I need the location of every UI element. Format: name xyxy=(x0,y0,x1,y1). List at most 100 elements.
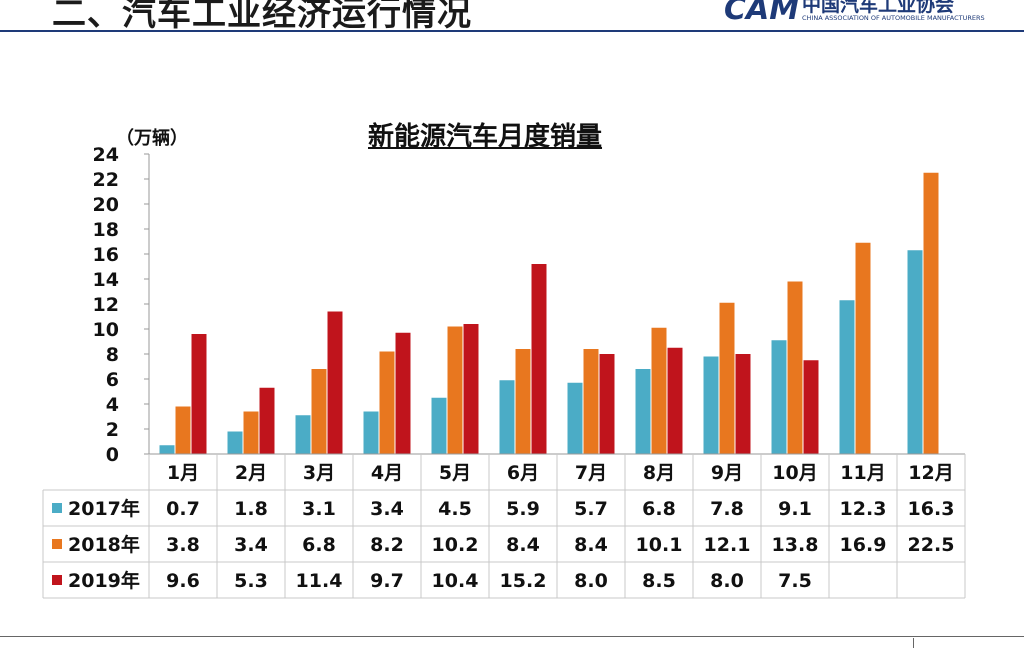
table-cell-2-11: 16.9 xyxy=(840,534,887,556)
y-tick-label: 20 xyxy=(93,194,119,216)
bar-3-4 xyxy=(395,332,411,454)
bar-1-11 xyxy=(839,300,855,454)
bar-2-6 xyxy=(515,349,531,454)
table-cell-1-12: 16.3 xyxy=(908,498,955,520)
bar-3-3 xyxy=(327,311,343,454)
y-tick-label: 24 xyxy=(93,144,119,166)
footer-separator xyxy=(913,638,914,648)
table-cell-3-7: 8.0 xyxy=(574,570,608,592)
bar-1-9 xyxy=(703,356,719,454)
y-axis-unit-label: （万辆） xyxy=(116,128,188,149)
y-tick-label: 2 xyxy=(106,419,119,441)
table-cell-3-3: 11.4 xyxy=(296,570,343,592)
bar-2-12 xyxy=(923,172,939,454)
x-tick-label-10: 10月 xyxy=(772,462,817,484)
table-cell-2-9: 12.1 xyxy=(704,534,751,556)
table-cell-2-8: 10.1 xyxy=(636,534,683,556)
bar-1-7 xyxy=(567,382,583,454)
legend-swatch-2 xyxy=(52,539,62,549)
bar-1-1 xyxy=(159,445,175,454)
footer-divider xyxy=(0,636,1024,637)
y-tick-label: 14 xyxy=(93,269,119,291)
table-cell-2-12: 22.5 xyxy=(908,534,955,556)
table-cell-3-1: 9.6 xyxy=(166,570,200,592)
bar-1-10 xyxy=(771,340,787,454)
bar-3-8 xyxy=(667,347,683,454)
x-tick-label-3: 3月 xyxy=(303,462,335,484)
bar-2-2 xyxy=(243,411,259,454)
legend-label-3: 2019年 xyxy=(68,569,140,592)
bar-3-5 xyxy=(463,324,479,454)
bar-2-4 xyxy=(379,351,395,454)
x-tick-label-1: 1月 xyxy=(167,462,199,484)
y-tick-label: 0 xyxy=(106,444,119,466)
bar-2-11 xyxy=(855,242,871,454)
table-cell-3-6: 15.2 xyxy=(500,570,547,592)
x-tick-label-6: 6月 xyxy=(507,462,539,484)
table-cell-3-9: 8.0 xyxy=(710,570,744,592)
table-cell-1-2: 1.8 xyxy=(234,498,268,520)
table-cell-1-6: 5.9 xyxy=(506,498,540,520)
bar-3-2 xyxy=(259,387,275,454)
bar-1-6 xyxy=(499,380,515,454)
x-tick-label-12: 12月 xyxy=(908,462,953,484)
table-cell-1-8: 6.8 xyxy=(642,498,676,520)
table-cell-2-7: 8.4 xyxy=(574,534,608,556)
bar-1-5 xyxy=(431,397,447,454)
y-tick-label: 22 xyxy=(93,169,119,191)
x-tick-label-4: 4月 xyxy=(371,462,403,484)
legend-swatch-3 xyxy=(52,575,62,585)
table-cell-1-5: 4.5 xyxy=(438,498,472,520)
bar-2-1 xyxy=(175,406,191,454)
legend-swatch-1 xyxy=(52,503,62,513)
table-cell-1-4: 3.4 xyxy=(370,498,404,520)
x-tick-label-11: 11月 xyxy=(840,462,885,484)
y-tick-label: 16 xyxy=(93,244,119,266)
table-cell-1-11: 12.3 xyxy=(840,498,887,520)
bar-2-10 xyxy=(787,281,803,454)
table-cell-1-9: 7.8 xyxy=(710,498,744,520)
table-cell-2-5: 10.2 xyxy=(432,534,479,556)
bar-3-10 xyxy=(803,360,819,454)
bar-3-6 xyxy=(531,264,547,454)
association-name-cn: 中国汽车工业协会 xyxy=(802,0,955,16)
table-cell-2-4: 8.2 xyxy=(370,534,404,556)
bar-2-3 xyxy=(311,369,327,454)
table-cell-2-6: 8.4 xyxy=(506,534,540,556)
bar-1-12 xyxy=(907,250,923,454)
x-tick-label-9: 9月 xyxy=(711,462,743,484)
bar-2-7 xyxy=(583,349,599,454)
table-cell-1-7: 5.7 xyxy=(574,498,608,520)
table-cell-3-4: 9.7 xyxy=(370,570,404,592)
table-cell-3-5: 10.4 xyxy=(432,570,479,592)
x-tick-label-8: 8月 xyxy=(643,462,675,484)
x-tick-label-2: 2月 xyxy=(235,462,267,484)
bar-1-4 xyxy=(363,411,379,454)
header-divider xyxy=(0,30,1024,32)
legend-label-1: 2017年 xyxy=(68,497,140,520)
bar-2-8 xyxy=(651,327,667,454)
bar-1-8 xyxy=(635,369,651,454)
bar-3-9 xyxy=(735,354,751,454)
bar-2-5 xyxy=(447,326,463,454)
table-cell-3-8: 8.5 xyxy=(642,570,676,592)
association-name-en: CHINA ASSOCIATION OF AUTOMOBILE MANUFACT… xyxy=(802,14,985,22)
table-cell-3-10: 7.5 xyxy=(778,570,812,592)
y-tick-label: 10 xyxy=(93,319,119,341)
slide-title: 二、汽车工业经济运行情况 xyxy=(52,0,472,34)
y-tick-label: 18 xyxy=(93,219,119,241)
table-cell-1-1: 0.7 xyxy=(166,498,200,520)
association-logo-mark: CAM xyxy=(724,0,800,27)
table-cell-2-1: 3.8 xyxy=(166,534,200,556)
table-cell-2-2: 3.4 xyxy=(234,534,268,556)
bar-1-2 xyxy=(227,431,243,454)
table-cell-2-3: 6.8 xyxy=(302,534,336,556)
table-cell-1-10: 9.1 xyxy=(778,498,812,520)
chart-title: 新能源汽车月度销量 xyxy=(368,122,603,152)
y-tick-label: 4 xyxy=(106,394,119,416)
x-tick-label-7: 7月 xyxy=(575,462,607,484)
bar-2-9 xyxy=(719,302,735,454)
table-cell-2-10: 13.8 xyxy=(772,534,819,556)
y-tick-label: 12 xyxy=(93,294,119,316)
